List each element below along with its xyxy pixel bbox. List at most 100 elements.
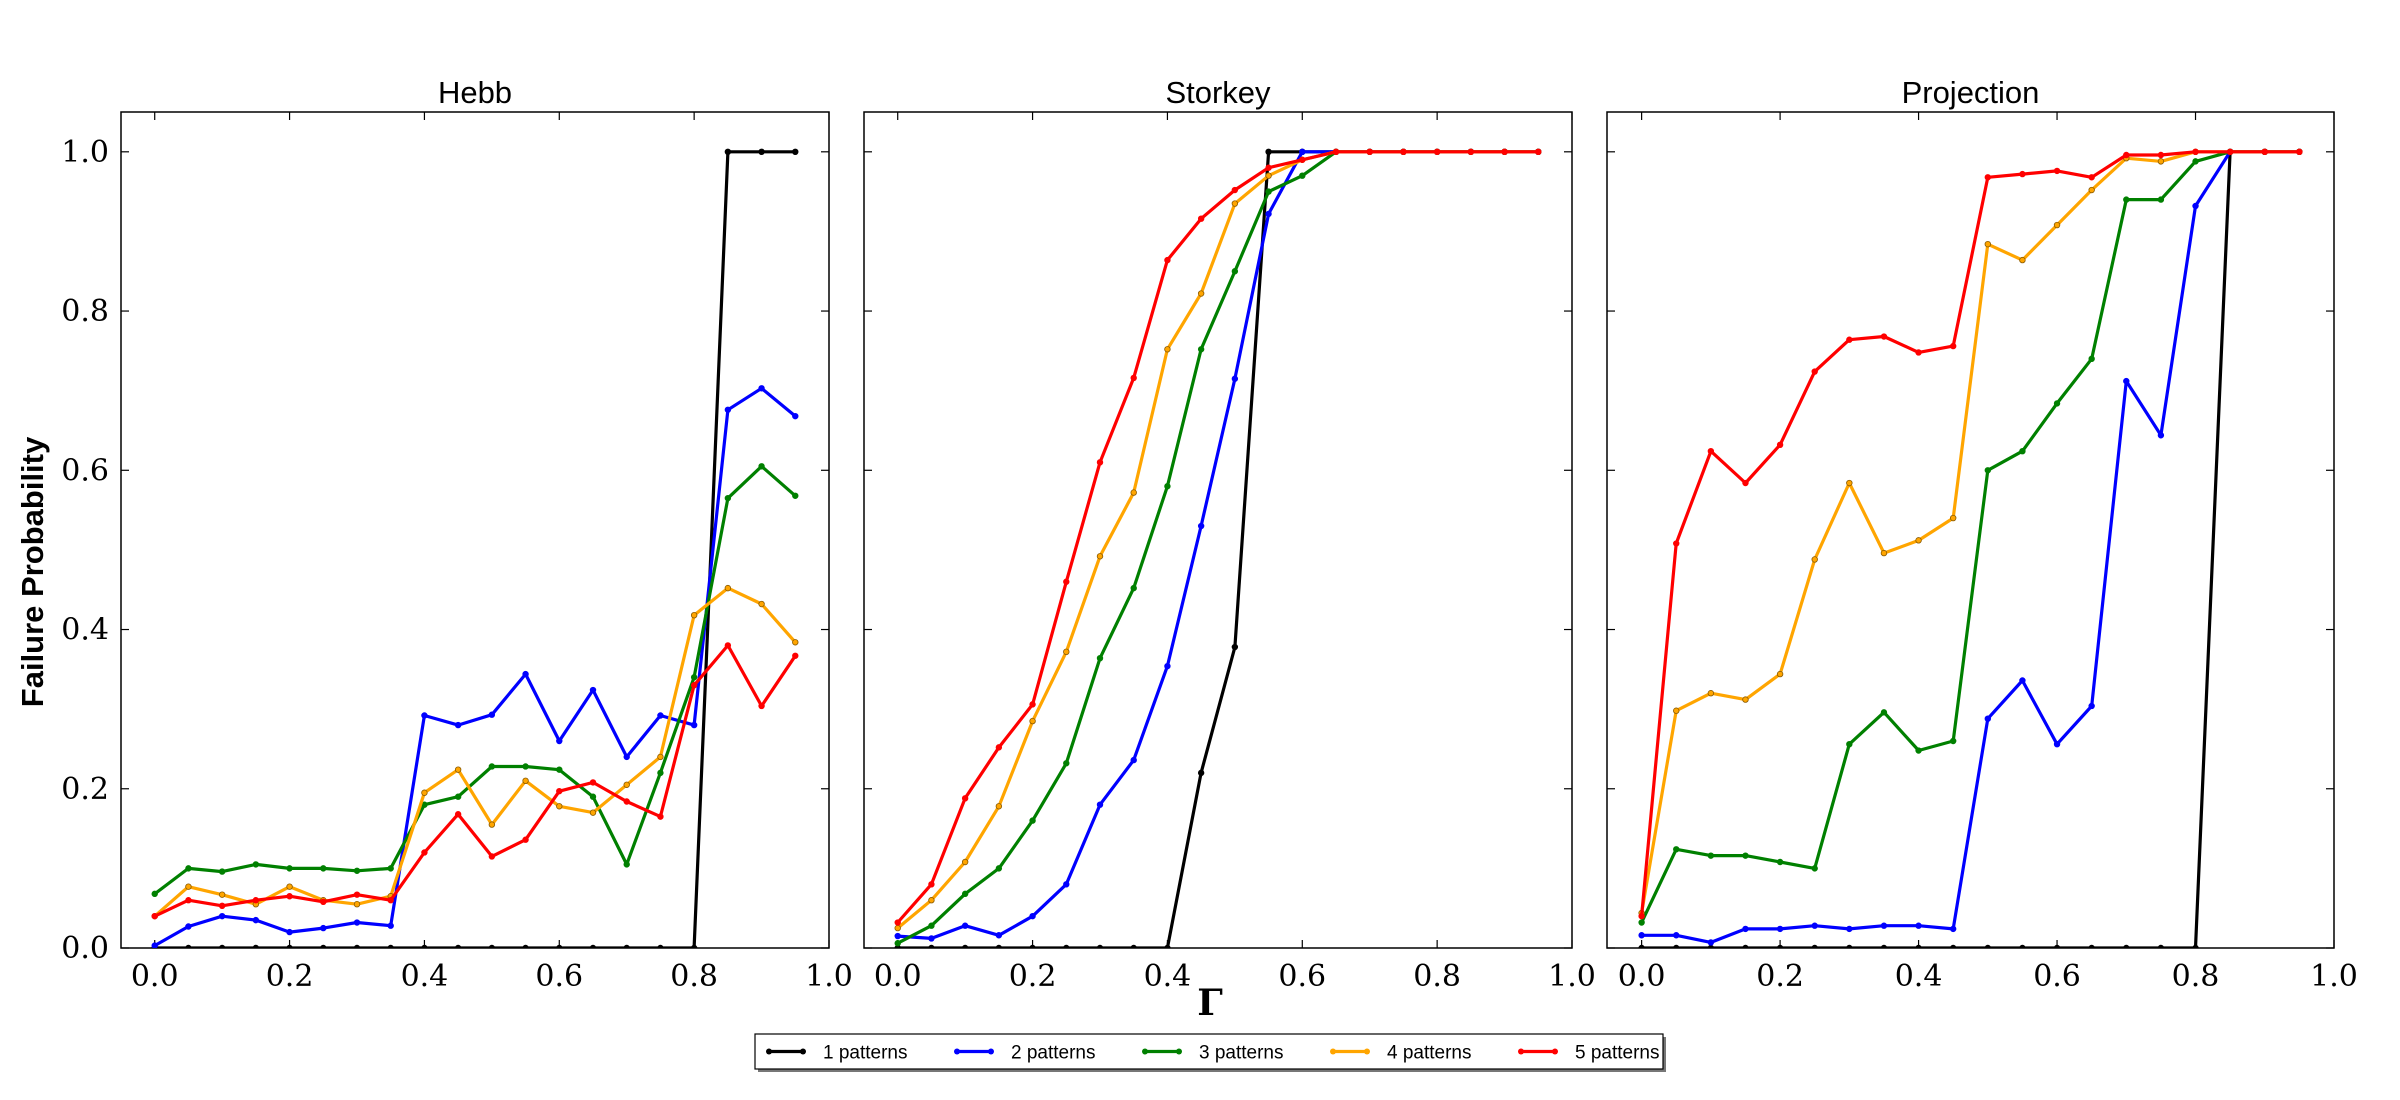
data-point: [218, 944, 226, 948]
data-point: [218, 902, 226, 910]
data-point: [1638, 944, 1645, 948]
y-tick-label: 0.6: [61, 453, 109, 488]
data-point: [320, 865, 327, 872]
data-point: [961, 795, 969, 802]
data-point: [1063, 760, 1070, 767]
x-tick-label: 0.0: [874, 959, 922, 994]
data-point: [387, 897, 394, 904]
series-group: [894, 148, 1542, 948]
x-tick-label: 0.6: [2033, 959, 2081, 994]
y-axis-label: Failure Probability: [15, 436, 50, 707]
data-point: [1063, 578, 1070, 585]
data-point: [928, 897, 935, 904]
data-point: [488, 853, 496, 860]
data-point: [758, 702, 765, 710]
x-tick-label: 0.4: [401, 959, 449, 994]
data-point: [758, 148, 765, 156]
data-point: [1846, 479, 1853, 487]
data-point: [894, 924, 901, 932]
data-point: [1197, 522, 1205, 530]
data-point: [1846, 925, 1853, 933]
legend-marker: [1330, 1048, 1336, 1055]
data-point: [1915, 944, 1922, 948]
data-point: [286, 944, 293, 948]
data-point: [1984, 174, 1992, 181]
data-point: [792, 148, 799, 156]
data-point: [1265, 188, 1272, 195]
data-point: [1096, 459, 1104, 466]
data-point: [623, 861, 630, 868]
data-point: [792, 412, 799, 420]
data-point: [1776, 441, 1784, 449]
data-point: [556, 737, 563, 745]
series-line-5-patterns: [154, 643, 797, 918]
data-point: [1130, 944, 1137, 948]
data-point: [556, 787, 563, 795]
panel-title: Projection: [1902, 75, 2040, 110]
data-point: [252, 897, 260, 904]
data-point: [2053, 944, 2061, 948]
data-point: [185, 865, 192, 872]
data-point: [1299, 172, 1306, 179]
panel-title: Storkey: [1165, 75, 1271, 110]
data-point: [657, 944, 664, 948]
data-point: [690, 682, 698, 689]
data-point: [421, 712, 428, 719]
data-point: [1231, 375, 1239, 382]
legend-marker: [1364, 1048, 1370, 1055]
data-point: [1984, 240, 1992, 248]
data-point: [724, 494, 732, 502]
data-point: [1776, 670, 1784, 678]
data-point: [894, 940, 901, 947]
data-point: [1265, 148, 1272, 156]
data-point: [1029, 944, 1036, 948]
data-point: [792, 652, 799, 659]
data-point: [151, 912, 158, 920]
data-point: [185, 883, 192, 890]
data-point: [657, 753, 664, 761]
data-point: [2123, 196, 2130, 203]
data-point: [690, 721, 698, 729]
data-point: [1164, 256, 1171, 264]
series-line-2-patterns: [1641, 150, 2300, 945]
data-point: [589, 686, 597, 694]
data-point: [1880, 333, 1888, 340]
data-point: [286, 893, 293, 900]
data-point: [1984, 944, 1992, 948]
data-point: [1742, 479, 1749, 487]
data-point: [1880, 944, 1888, 948]
data-point: [2192, 944, 2199, 948]
series-group: [151, 148, 799, 948]
data-point: [488, 763, 496, 770]
series-line-4-patterns: [153, 586, 797, 918]
data-point: [623, 781, 630, 788]
data-point: [1638, 919, 1645, 926]
data-point: [928, 922, 935, 929]
data-point: [2192, 158, 2199, 165]
legend-box: [754, 1033, 1664, 1070]
data-point: [623, 798, 630, 805]
plot-frame: [863, 111, 1573, 949]
legend-marker: [1176, 1048, 1182, 1055]
data-point: [2053, 740, 2061, 748]
data-point: [1915, 747, 1922, 754]
data-point: [488, 944, 496, 948]
data-point: [758, 600, 765, 608]
data-point: [522, 763, 529, 770]
data-point: [454, 944, 462, 948]
data-point: [320, 924, 327, 932]
data-point: [928, 944, 935, 948]
data-point: [556, 803, 563, 810]
data-point: [961, 922, 969, 929]
series-line-2-patterns: [153, 386, 797, 947]
data-point: [151, 890, 158, 898]
data-point: [1231, 643, 1239, 651]
data-point: [657, 813, 664, 820]
data-point: [758, 463, 765, 470]
data-point: [252, 944, 260, 948]
data-point: [320, 944, 327, 948]
data-point: [1063, 881, 1070, 888]
data-point: [2157, 432, 2165, 439]
data-point: [1265, 164, 1272, 171]
data-point: [1265, 210, 1272, 218]
